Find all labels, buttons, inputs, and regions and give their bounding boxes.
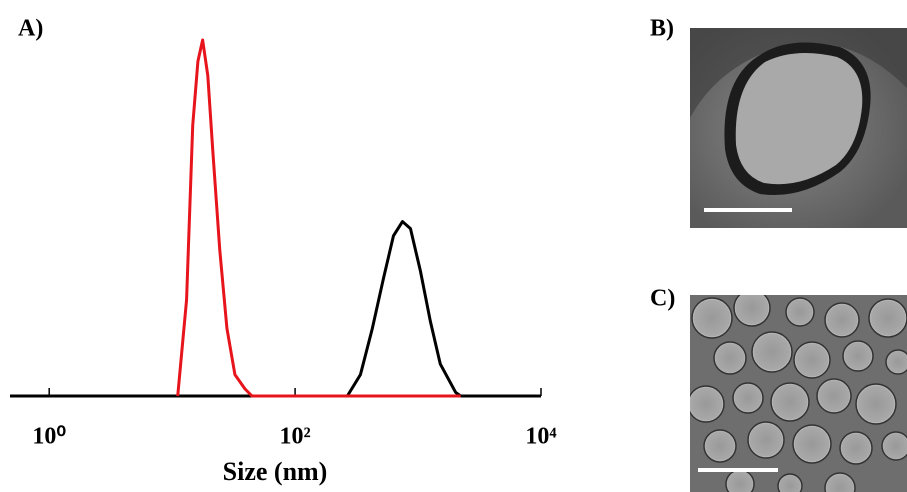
vesicle [733,295,771,327]
vesicle [735,53,863,185]
line-series [10,220,541,398]
vesicle [732,382,764,414]
vesicle [839,431,873,465]
vesicle [885,349,907,375]
vesicle [816,378,852,414]
micrograph [690,28,907,228]
vesicle [690,385,725,423]
vesicle [691,297,733,339]
vesicle [747,421,785,459]
vesicle [777,473,803,492]
micrograph [690,295,907,492]
vesicle [881,431,907,461]
vesicle [824,472,856,492]
vesicle [793,341,831,379]
panel-label: B) [650,16,674,42]
vesicle [725,469,755,492]
vesicle [792,424,832,464]
panel-label: A) [18,16,43,42]
vesicle [842,340,874,372]
vesicle [770,382,810,422]
x-axis-label: Size (nm) [223,457,328,486]
panel-label: C) [650,286,675,312]
vesicle [751,331,793,373]
x-tick-label: 10⁰ [32,424,66,450]
line-series [176,38,461,398]
x-tick-label: 10² [279,424,310,450]
vesicle [824,302,860,338]
vesicle [868,298,907,338]
x-tick-label: 10⁴ [525,424,556,450]
vesicle [785,297,815,327]
vesicle [855,383,897,425]
plot: 10⁰ 10² 10⁴ [10,38,557,450]
vesicle [703,429,737,463]
image-shadow [690,28,907,118]
vesicle [713,341,747,375]
